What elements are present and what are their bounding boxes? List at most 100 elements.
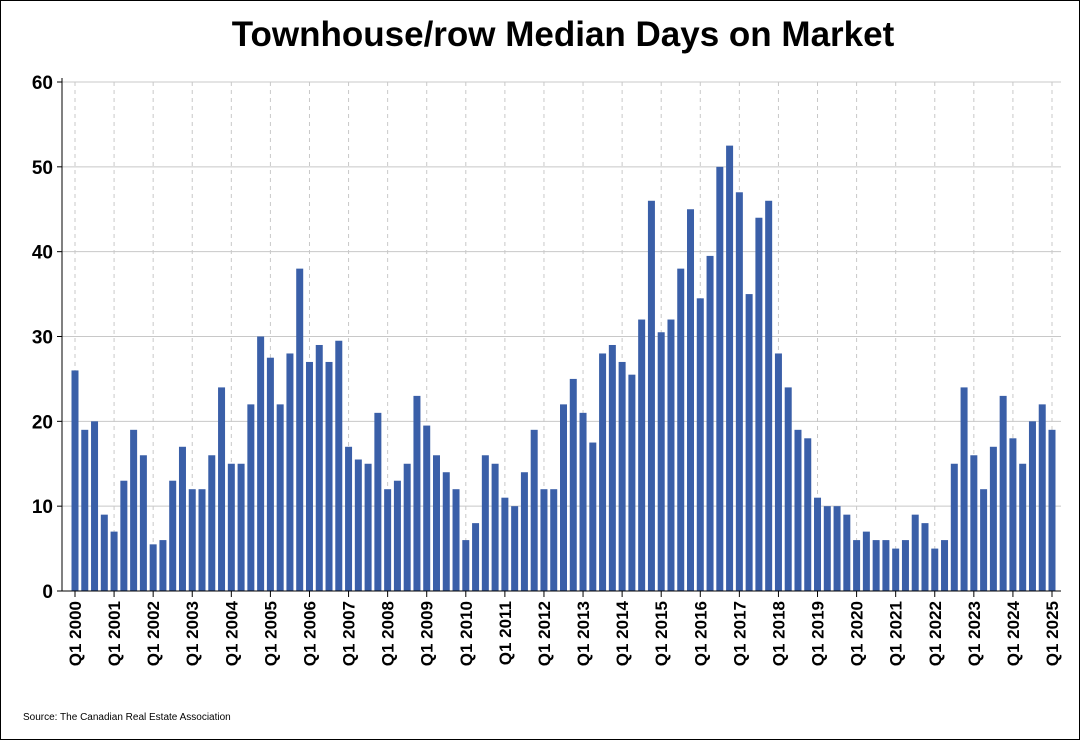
bar	[833, 506, 841, 591]
bar	[432, 455, 440, 591]
bar	[960, 387, 968, 591]
x-tick-label: Q1 2013	[574, 601, 593, 666]
bar	[569, 378, 577, 591]
bar	[139, 455, 147, 591]
bar	[892, 548, 900, 591]
bars	[71, 145, 1056, 592]
x-tick-label: Q1 2000	[66, 601, 85, 666]
x-tick-label: Q1 2019	[809, 601, 828, 666]
bar	[657, 332, 665, 591]
bar	[208, 455, 216, 591]
bar	[550, 489, 558, 591]
x-tick-label: Q1 2001	[105, 601, 124, 666]
bar	[1048, 429, 1056, 591]
bar	[276, 404, 284, 591]
y-tick-label: 0	[42, 582, 53, 603]
bar	[227, 463, 235, 591]
bar	[862, 531, 870, 591]
bar	[472, 523, 480, 591]
bar	[638, 319, 646, 591]
bar	[599, 353, 607, 591]
bar	[413, 395, 421, 591]
bar	[1009, 438, 1017, 591]
bar	[911, 514, 919, 591]
bar	[540, 489, 548, 591]
bar	[481, 455, 489, 591]
bar	[286, 353, 294, 591]
bar	[130, 429, 138, 591]
bar	[706, 255, 714, 592]
bar	[423, 425, 431, 591]
bar	[931, 548, 939, 591]
x-tick-label: Q1 2018	[769, 601, 788, 666]
chart-title: Townhouse/row Median Days on Market	[231, 15, 895, 54]
x-tick-label: Q1 2006	[300, 601, 319, 666]
bar	[218, 387, 226, 591]
bar	[560, 404, 567, 591]
bar	[765, 200, 773, 591]
bar	[755, 217, 763, 591]
bar	[354, 459, 362, 591]
bar	[345, 446, 353, 591]
bar	[393, 480, 401, 591]
bar	[198, 489, 206, 591]
bar	[735, 192, 743, 592]
bar	[511, 506, 519, 591]
bar	[1038, 404, 1046, 591]
axes	[57, 78, 1061, 597]
bar	[872, 540, 880, 591]
bar	[941, 540, 949, 591]
bar	[794, 429, 802, 591]
bar	[442, 472, 450, 591]
bar	[110, 531, 118, 591]
bar	[188, 489, 196, 591]
bar	[491, 463, 499, 591]
x-tick-label: Q1 2003	[183, 601, 202, 666]
bar	[530, 429, 538, 591]
bar	[950, 463, 958, 591]
bar	[462, 540, 470, 591]
bar	[980, 489, 988, 591]
bar	[520, 472, 528, 591]
bar	[100, 514, 108, 591]
bar	[853, 540, 861, 591]
bar	[247, 404, 255, 591]
x-tick-label: Q1 2010	[457, 601, 476, 666]
bar	[804, 438, 812, 591]
x-tick-label: Q1 2014	[613, 600, 632, 666]
bar	[823, 506, 831, 591]
y-tick-label: 20	[32, 412, 53, 433]
bar	[120, 480, 128, 591]
bar	[784, 387, 792, 591]
x-tick-label: Q1 2025	[1043, 601, 1062, 666]
bar	[774, 353, 782, 591]
y-tick-label: 50	[32, 158, 53, 179]
bar	[989, 446, 997, 591]
bar	[315, 344, 323, 591]
bar	[716, 166, 724, 592]
bar	[589, 442, 597, 591]
bar	[169, 480, 177, 591]
bar	[305, 361, 313, 591]
x-tick-label: Q1 2020	[848, 601, 867, 666]
bar	[403, 463, 411, 591]
bar	[677, 268, 685, 591]
bar	[237, 463, 245, 591]
bar	[696, 298, 704, 591]
bar	[999, 395, 1007, 591]
bar	[335, 340, 343, 591]
bar	[81, 429, 89, 591]
bar	[618, 361, 626, 591]
bar	[501, 497, 509, 591]
bar	[71, 370, 79, 591]
bar	[901, 540, 909, 591]
bar	[296, 268, 304, 591]
x-tick-label: Q1 2022	[926, 601, 945, 666]
x-tick-label: Q1 2024	[1004, 600, 1023, 666]
x-tick-label: Q1 2009	[418, 601, 437, 666]
bar	[608, 344, 616, 591]
bar	[364, 463, 372, 591]
y-tick-labels: 0 10 20 30 40 50 60	[32, 73, 53, 603]
